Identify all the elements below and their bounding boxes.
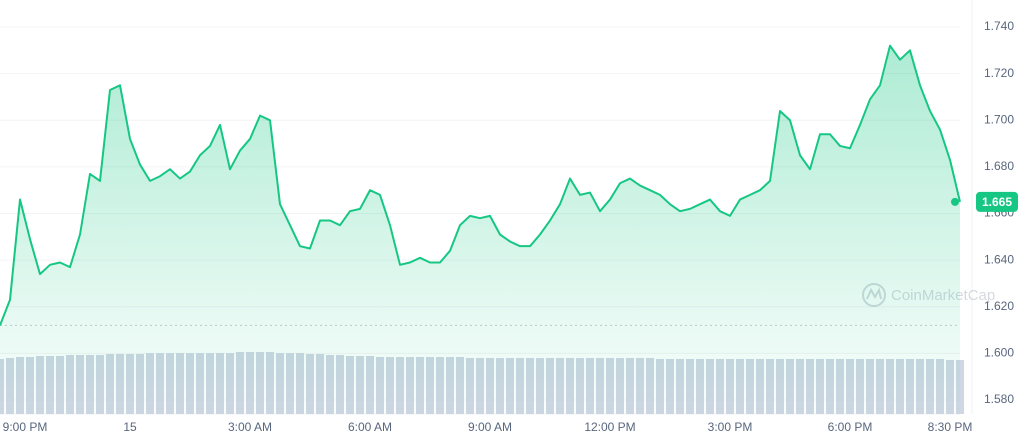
current-price-label: 1.665 [982, 195, 1012, 209]
x-tick-label: 15 [123, 420, 137, 434]
y-tick-label: 1.700 [984, 112, 1014, 126]
x-tick-label: 12:00 PM [584, 420, 635, 434]
y-tick-label: 1.600 [984, 346, 1014, 360]
x-tick-label: 3:00 AM [228, 420, 272, 434]
y-tick-label: 1.640 [984, 252, 1014, 266]
x-tick-label: 9:00 PM [3, 420, 48, 434]
x-tick-label: 6:00 AM [348, 420, 392, 434]
x-tick-label: 8:30 PM [928, 420, 973, 434]
price-area [0, 45, 960, 415]
y-tick-label: 1.720 [984, 66, 1014, 80]
current-price-tag [976, 191, 1018, 212]
x-tick-label: 6:00 PM [828, 420, 873, 434]
price-line [0, 44, 961, 326]
y-tick-label: 1.680 [984, 159, 1014, 173]
x-tick-label: 9:00 AM [468, 420, 512, 434]
y-tick-label: 1.740 [984, 19, 1014, 33]
y-tick-label: 1.580 [984, 392, 1014, 406]
x-tick-label: 3:00 PM [708, 420, 753, 434]
last-point [951, 197, 959, 206]
y-tick-label: 1.620 [984, 299, 1014, 313]
